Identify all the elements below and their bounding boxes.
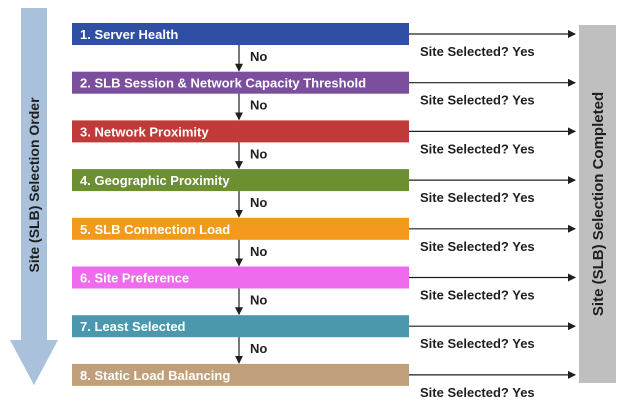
site-selected-yes-label: Site Selected? Yes (420, 141, 535, 156)
step-box (72, 71, 409, 94)
steps: 1. Server Health Site Selected? Yes No 2. S… (72, 23, 576, 400)
step-7: 7. Least Selected Site Selected? Yes No (72, 315, 576, 364)
step-box (72, 23, 409, 45)
step-label: 4. Geographic Proximity (80, 173, 230, 188)
no-label: No (250, 293, 267, 308)
no-label: No (250, 195, 267, 210)
site-selected-yes-label: Site Selected? Yes (420, 44, 535, 59)
no-label: No (250, 244, 267, 259)
step-label: 8. Static Load Balancing (80, 368, 230, 383)
step-box (72, 315, 409, 338)
step-label: 7. Least Selected (80, 319, 186, 334)
step-box (72, 266, 409, 289)
selection-order-label: Site (SLB) Selection Order (26, 97, 42, 273)
step-label: 6. Site Preference (80, 271, 189, 286)
no-label: No (250, 49, 267, 64)
site-selected-yes-label: Site Selected? Yes (420, 385, 535, 400)
step-label: 5. SLB Connection Load (80, 222, 230, 237)
no-label: No (250, 146, 267, 161)
selection-completed-label: Site (SLB) Selection Completed (590, 92, 607, 316)
step-8: 8. Static Load Balancing Site Selected? Y… (72, 363, 576, 400)
no-label: No (250, 341, 267, 356)
step-box (72, 217, 409, 240)
step-2: 2. SLB Session & Network Capacity Thresh… (72, 71, 576, 121)
site-selected-yes-label: Site Selected? Yes (420, 336, 535, 351)
site-selected-yes-label: Site Selected? Yes (420, 93, 535, 108)
step-4: 4. Geographic Proximity Site Selected? Ye… (72, 169, 576, 218)
selection-completed-bar: Site (SLB) Selection Completed (579, 25, 616, 383)
site-selected-yes-label: Site Selected? Yes (420, 288, 535, 303)
step-3: 3. Network Proximity Site Selected? Yes No (72, 120, 576, 170)
step-6: 6. Site Preference Site Selected? Yes No (72, 266, 576, 316)
step-label: 2. SLB Session & Network Capacity Thresh… (80, 76, 366, 91)
step-box (72, 363, 409, 386)
step-box (72, 120, 409, 143)
no-label: No (250, 98, 267, 113)
step-label: 3. Network Proximity (80, 124, 209, 139)
step-label: 1. Server Health (80, 27, 178, 42)
step-box (72, 169, 409, 192)
selection-order-arrow: Site (SLB) Selection Order (10, 8, 58, 385)
site-selected-yes-label: Site Selected? Yes (420, 190, 535, 205)
step-1: 1. Server Health Site Selected? Yes No (72, 23, 576, 72)
step-5: 5. SLB Connection Load Site Selected? Yes… (72, 217, 576, 267)
site-selected-yes-label: Site Selected? Yes (420, 239, 535, 254)
